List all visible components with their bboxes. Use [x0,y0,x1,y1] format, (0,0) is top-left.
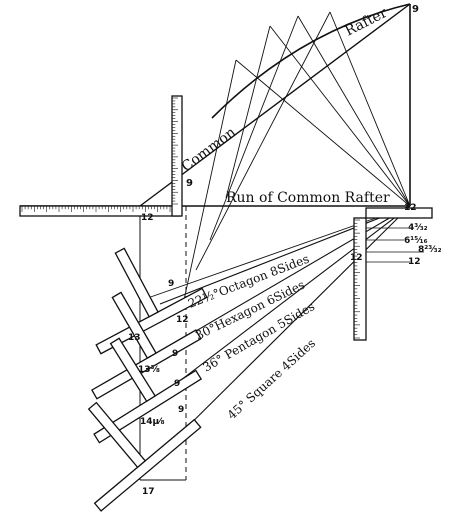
square-octagon [95,247,208,355]
frac-c: 8²³⁄₃₂ [418,245,442,255]
sq-hex-9: 9 [172,349,178,359]
left-12: 12 [141,213,154,223]
frac-b: 6¹⁵⁄₁₆ [404,236,428,246]
square-hexagon [91,291,202,400]
sq-sq-14: 14µ⁄₈ [140,417,165,427]
top-9: 9 [412,4,419,15]
sq-oct-9: 9 [168,279,174,289]
square-common [19,95,183,217]
square-square [87,401,202,512]
run-label: Run of Common Rafter [226,190,390,206]
right-scale-lines [366,227,424,263]
sq-hex-13: 13 [128,333,141,343]
side-12-a: 12 [350,253,363,263]
sq-pent-13: 13³⁄₈ [138,365,160,375]
sq-oct-12: 12 [176,315,189,325]
square-right [353,207,433,341]
pitch-9: 9 [186,178,193,189]
fan-lines-top [183,11,411,301]
common-rafter-line [139,3,411,207]
sq-sq-9: 9 [178,405,184,415]
fan-lines-bottom [141,205,411,467]
square-pentagon [93,337,203,444]
rafter-label: Rafter [343,5,391,40]
rafter-arc [211,3,411,119]
sq-pent-9: 9 [174,379,180,389]
right-12: 12 [404,203,417,213]
side-12-b: 12 [408,257,421,267]
common-label: Common [179,124,239,175]
frac-a: 4³⁄₃₂ [408,223,428,233]
sq-sq-17: 17 [142,487,155,497]
